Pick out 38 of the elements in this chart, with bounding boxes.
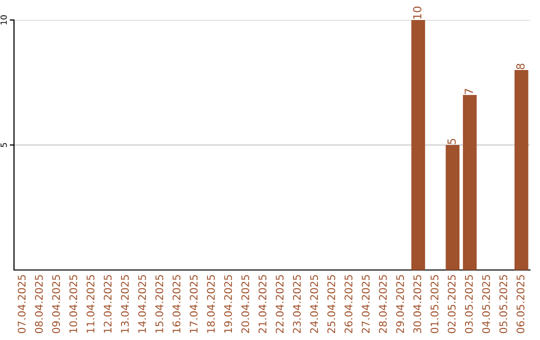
x-tick-label: 06.05.2025 [516, 275, 524, 334]
x-tick-label: 22.04.2025 [276, 275, 284, 334]
x-tick-label: 09.04.2025 [52, 275, 60, 334]
x-tick-label: 05.05.2025 [499, 275, 508, 334]
x-tick-label: 30.04.2025 [413, 275, 422, 334]
x-tick-label: 16.04.2025 [172, 275, 180, 333]
x-tick-label: 07.04.2025 [18, 275, 26, 334]
x-tick-label: 11.04.2025 [86, 275, 94, 333]
x-tick-label: 02.05.2025 [448, 275, 456, 334]
data-label: 5 [448, 138, 456, 144]
x-tick-label: 15.04.2025 [155, 275, 164, 333]
data-label: 7 [464, 88, 473, 94]
data-label: 8 [516, 64, 525, 70]
x-tick-label: 27.04.2025 [362, 275, 370, 334]
x-tick-label: 10.04.2025 [69, 275, 78, 333]
x-tick-label: 26.04.2025 [344, 275, 352, 334]
x-tick-label: 23.04.2025 [292, 275, 301, 334]
x-tick-label: 24.04.2025 [310, 275, 318, 334]
x-tick-label: 25.04.2025 [327, 275, 336, 334]
x-tick-label: 17.04.2025 [190, 275, 198, 333]
data-label: 10 [413, 6, 422, 19]
x-tick-label: 13.04.2025 [120, 275, 129, 333]
bar [514, 70, 528, 270]
x-tick-label: 08.04.2025 [34, 275, 43, 334]
bar [411, 20, 426, 270]
x-tick-label: 29.04.2025 [396, 275, 404, 334]
x-tick-label: 18.04.2025 [206, 275, 215, 333]
x-tick-label: 04.05.2025 [482, 275, 490, 334]
x-tick-label: 12.04.2025 [104, 275, 112, 333]
x-tick-label: 19.04.2025 [224, 275, 232, 333]
x-tick-label: 28.04.2025 [378, 275, 387, 334]
bar [446, 145, 460, 270]
x-tick-label: 21.04.2025 [258, 275, 266, 334]
x-tick-label: 20.04.2025 [241, 275, 250, 334]
x-tick-label: 03.05.2025 [464, 275, 473, 334]
x-tick-label: 01.05.2025 [430, 275, 438, 334]
bar [462, 95, 477, 270]
x-tick-label: 14.04.2025 [138, 275, 146, 333]
